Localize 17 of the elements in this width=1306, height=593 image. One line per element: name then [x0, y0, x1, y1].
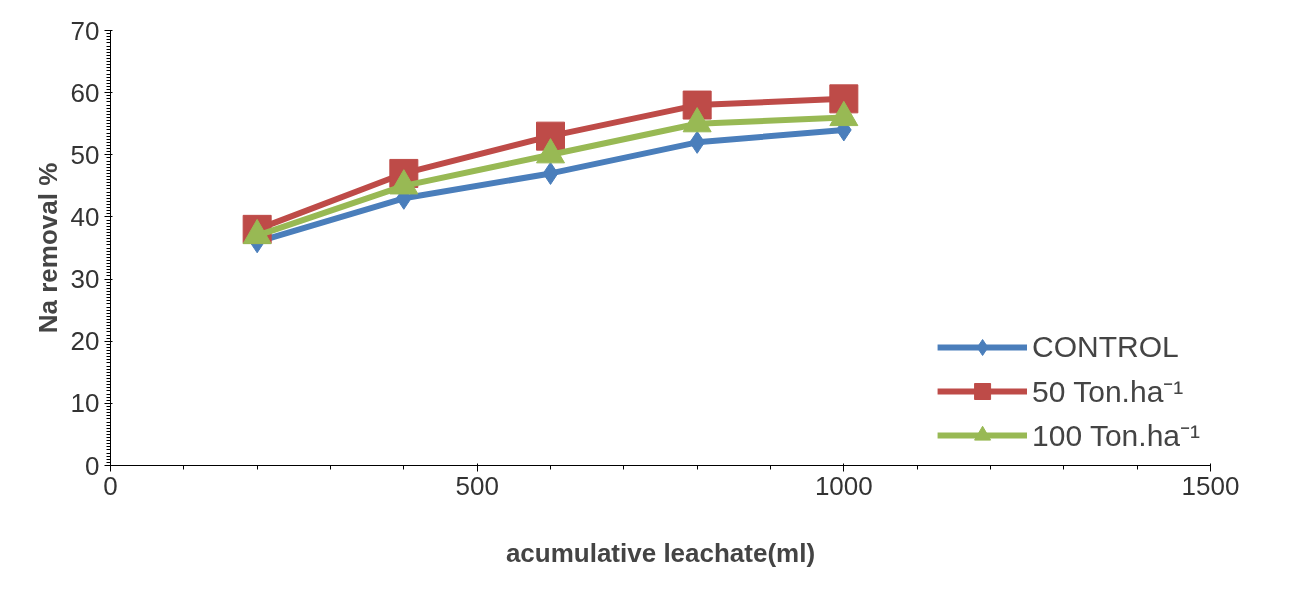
x-tick-label: 1500 [1181, 470, 1240, 501]
legend-label: 50 Ton.ha⁻¹ [1032, 374, 1184, 410]
legend-label: 100 Ton.ha⁻¹ [1032, 418, 1200, 454]
y-tick-label: 70 [70, 15, 100, 46]
y-axis-title: Na removal % [32, 162, 63, 334]
x-tick-label: 1000 [814, 470, 873, 501]
y-tick-label: 20 [70, 326, 100, 357]
y-tick-label: 30 [70, 264, 100, 295]
x-tick-label: 500 [455, 470, 499, 501]
y-tick-label: 60 [70, 77, 100, 108]
y-tick-label: 50 [70, 139, 100, 170]
legend-label: CONTROL [1032, 330, 1179, 364]
point [542, 161, 559, 185]
x-axis-title: acumulative leachate(ml) [505, 537, 816, 568]
y-tick-label: 0 [85, 450, 100, 481]
y-tick-label: 10 [70, 388, 100, 419]
y-tick-label: 40 [70, 201, 100, 232]
